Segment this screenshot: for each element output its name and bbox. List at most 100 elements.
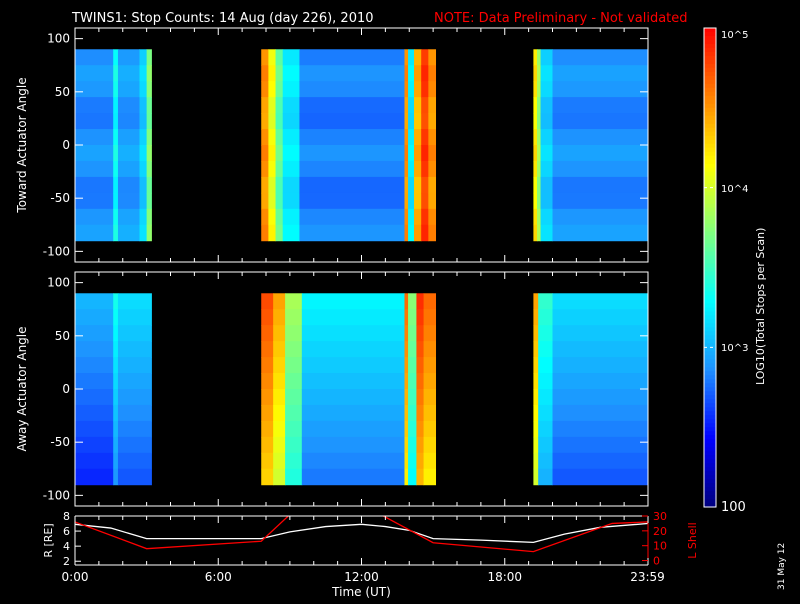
heatmap-cell [538,436,553,454]
colorbar-swatch [704,219,716,225]
heatmap-cell [117,420,152,438]
heatmap-cell [404,160,409,178]
heatmap-cell [421,97,429,114]
heatmap-cell [540,129,553,146]
heatmap-cell [538,357,553,374]
heatmap-cell [301,373,405,390]
colorbar-swatch [704,71,716,77]
heatmap-cell [408,81,415,98]
heatmap-cell [408,129,415,146]
x-tick-label: 12:00 [344,570,379,584]
colorbar-swatch [704,191,716,197]
colorbar-swatch [704,379,716,384]
heatmap-cell [552,325,649,342]
heatmap-cell [552,113,649,130]
heatmap-cell [275,145,284,162]
heatmap-cell [139,208,148,226]
heatmap-cell [261,373,274,390]
colorbar-swatch [704,183,716,189]
heatmap-cell [113,468,119,486]
heatmap-cell [423,389,437,406]
heatmap-cell [301,420,405,438]
heatmap-cell [538,404,553,422]
heatmap-cell [268,97,277,114]
heatmap-cell [416,357,425,374]
heatmap-cell [423,404,437,422]
heatmap-cell [414,129,422,146]
heatmap-cell [285,436,303,454]
heatmap-cell [273,293,286,310]
heatmap-cell [261,49,269,66]
heatmap-cell [75,208,114,226]
heatmap-cell [301,293,405,310]
heatmap-cell [75,160,114,178]
y-tick-label: 50 [55,329,70,343]
colorbar-swatch [704,199,716,205]
colorbar-swatch [704,243,716,249]
colorbar-swatch [704,443,716,448]
heatmap-cell [428,176,437,194]
colorbar-swatch [704,331,716,336]
colorbar-swatch [704,295,716,301]
colorbar [703,27,717,508]
heatmap-cell [273,341,286,358]
heatmap-cell [404,129,409,146]
colorbar-tick-label-1e4: 10^4 [721,184,748,195]
colorbar-swatch [704,83,716,89]
heatmap-cell [414,81,422,98]
heatmap-cell [552,373,649,390]
heatmap-cell [113,176,119,194]
away-panel: 100 50 0 -50 -100 Away Actuator Angle [15,271,649,507]
heatmap-cell [533,145,538,162]
heatmap-cell [261,389,274,406]
heatmap-cell [75,373,114,390]
heatmap-cell [117,113,140,130]
heatmap-cell [533,97,538,114]
colorbar-swatch [704,111,716,117]
heatmap-cell [146,129,152,146]
heatmap-cell [75,192,114,210]
heatmap-cell [408,452,417,470]
heatmap-cell [540,224,553,242]
heatmap-cell [421,49,429,66]
heatmap-cell [285,325,303,342]
heatmap-cell [117,145,140,162]
heatmap-cell [113,208,119,226]
heatmap-cell [268,224,277,242]
heatmap-cell [275,49,284,66]
heatmap-cell [421,145,429,162]
heatmap-cell [75,129,114,146]
heatmap-cell [273,325,286,342]
colorbar-swatch [704,203,716,209]
heatmap-cell [423,341,437,358]
heatmap-cell [299,65,405,82]
colorbar-swatch [704,135,716,141]
heatmap-cell [540,208,553,226]
y-tick-label: 8 [63,510,70,523]
heatmap-cell [75,145,114,162]
heatmap-cell [75,65,114,82]
colorbar-swatch [704,51,716,57]
heatmap-cell [285,389,303,406]
heatmap-cell [414,192,422,210]
heatmap-cell [538,325,553,342]
heatmap-cell [285,468,303,486]
heatmap-cell [285,373,303,390]
heatmap-cell [404,49,409,66]
heatmap-cell [552,49,649,66]
heatmap-cell [538,420,553,438]
heatmap-cell [146,192,152,210]
heatmap-cell [261,452,274,470]
heatmap-cell [285,420,303,438]
heatmap-cell [299,49,405,66]
heatmap-cell [404,452,409,470]
heatmap-cell [282,81,300,98]
heatmap-cell [421,224,429,242]
heatmap-cell [536,49,542,66]
heatmap-cell [540,97,553,114]
colorbar-swatch [704,371,716,376]
heatmap-cell [423,373,437,390]
heatmap-cell [428,65,437,82]
colorbar-swatch [704,235,716,241]
heatmap-cell [261,468,274,486]
